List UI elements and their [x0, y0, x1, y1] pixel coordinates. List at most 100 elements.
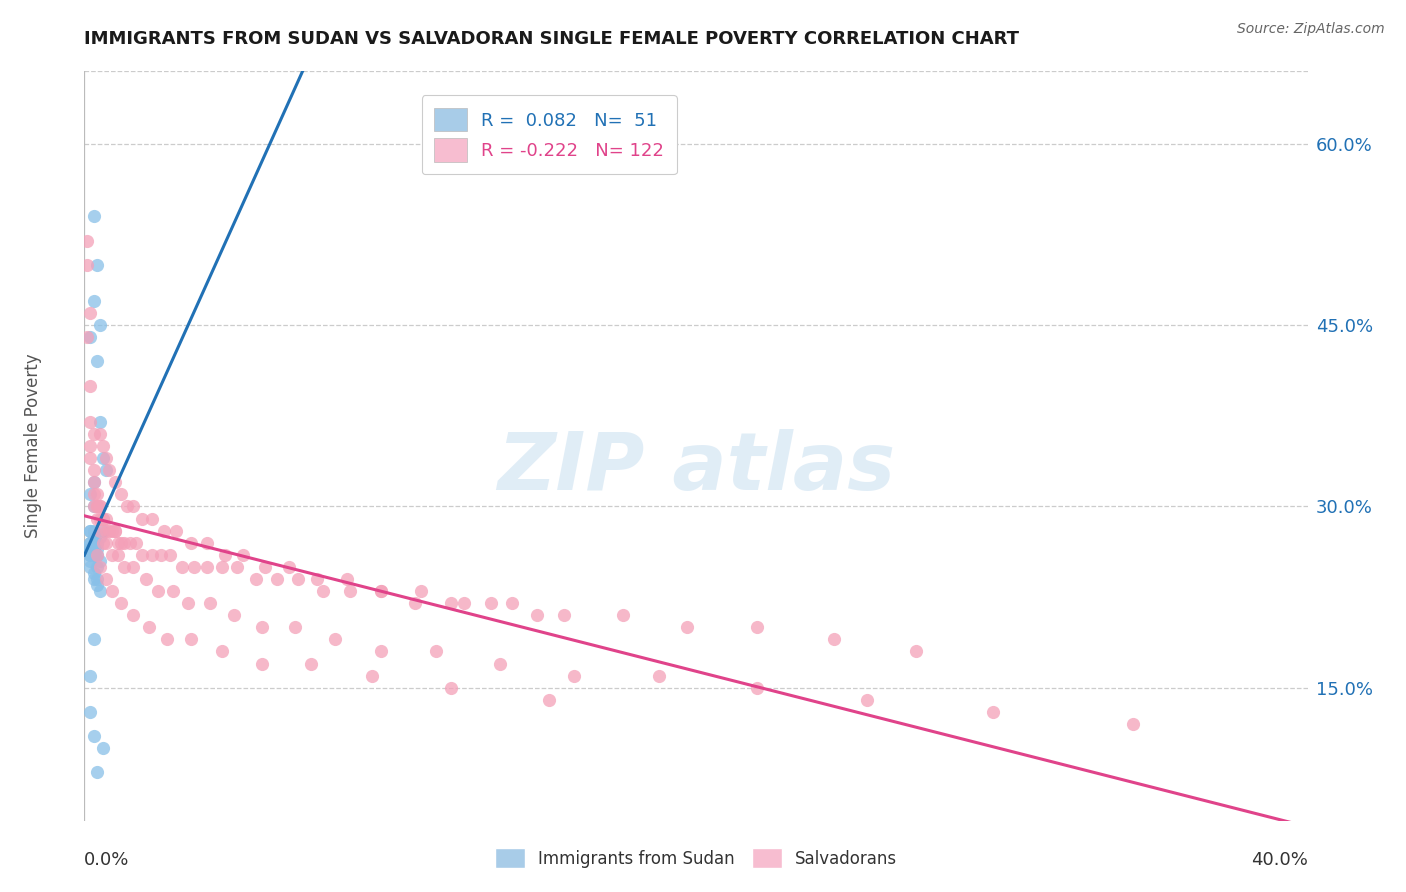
Point [107, 535, 129, 549]
Point [856, 693, 879, 707]
Point [79, 541, 101, 556]
Point [562, 668, 585, 682]
Point [86, 765, 108, 780]
Point [79, 668, 101, 682]
Point [79, 306, 101, 320]
Point [83, 572, 105, 586]
Point [110, 487, 132, 501]
Point [79, 415, 101, 429]
Point [135, 572, 157, 586]
Point [648, 668, 671, 682]
Point [83, 632, 105, 647]
Point [141, 511, 163, 525]
Point [91, 451, 114, 466]
Point [83, 548, 105, 562]
Point [122, 500, 145, 514]
Point [120, 535, 142, 549]
Point [86, 548, 108, 562]
Point [336, 572, 359, 586]
Point [79, 487, 101, 501]
Point [94, 572, 117, 586]
Point [305, 572, 328, 586]
Point [141, 548, 163, 562]
Point [107, 548, 129, 562]
Point [146, 584, 169, 599]
Point [232, 548, 254, 562]
Point [245, 572, 267, 586]
Point [86, 548, 108, 562]
Point [83, 535, 105, 549]
Point [83, 548, 105, 562]
Point [83, 566, 105, 580]
Point [453, 596, 475, 610]
Point [211, 559, 233, 574]
Point [153, 524, 176, 538]
Point [675, 620, 697, 634]
Point [94, 451, 117, 466]
Legend: Immigrants from Sudan, Salvadorans: Immigrants from Sudan, Salvadorans [486, 840, 905, 876]
Point [79, 330, 101, 344]
Point [156, 632, 179, 647]
Point [323, 632, 346, 647]
Point [91, 535, 114, 549]
Point [89, 511, 111, 525]
Point [138, 620, 160, 634]
Point [83, 487, 105, 501]
Point [97, 463, 120, 477]
Point [195, 535, 218, 549]
Point [83, 530, 105, 544]
Point [94, 463, 117, 477]
Point [425, 644, 447, 658]
Point [538, 693, 561, 707]
Point [91, 741, 114, 756]
Point [526, 608, 548, 623]
Point [180, 535, 202, 549]
Point [159, 548, 181, 562]
Point [79, 559, 101, 574]
Point [125, 535, 148, 549]
Point [83, 463, 105, 477]
Point [79, 548, 101, 562]
Text: 0.0%: 0.0% [84, 851, 129, 869]
Point [91, 511, 114, 525]
Point [266, 572, 288, 586]
Point [79, 541, 101, 556]
Point [89, 559, 111, 574]
Point [172, 559, 194, 574]
Point [409, 584, 432, 599]
Point [981, 705, 1004, 719]
Point [104, 475, 127, 490]
Point [101, 584, 124, 599]
Point [440, 596, 463, 610]
Point [370, 584, 392, 599]
Point [250, 657, 273, 671]
Point [83, 535, 105, 549]
Point [89, 318, 111, 333]
Point [89, 500, 111, 514]
Point [131, 548, 153, 562]
Point [195, 559, 218, 574]
Point [89, 530, 111, 544]
Point [115, 500, 138, 514]
Point [83, 426, 105, 441]
Point [89, 524, 111, 538]
Point [110, 596, 132, 610]
Point [91, 524, 114, 538]
Point [312, 584, 335, 599]
Point [83, 548, 105, 562]
Point [83, 729, 105, 743]
Point [86, 535, 108, 549]
Point [97, 524, 120, 538]
Point [823, 632, 845, 647]
Point [440, 681, 463, 695]
Point [86, 500, 108, 514]
Point [253, 559, 276, 574]
Point [165, 524, 187, 538]
Point [479, 596, 502, 610]
Point [76, 234, 98, 248]
Point [86, 258, 108, 272]
Point [112, 559, 135, 574]
Point [502, 596, 524, 610]
Point [86, 578, 108, 592]
Point [287, 572, 309, 586]
